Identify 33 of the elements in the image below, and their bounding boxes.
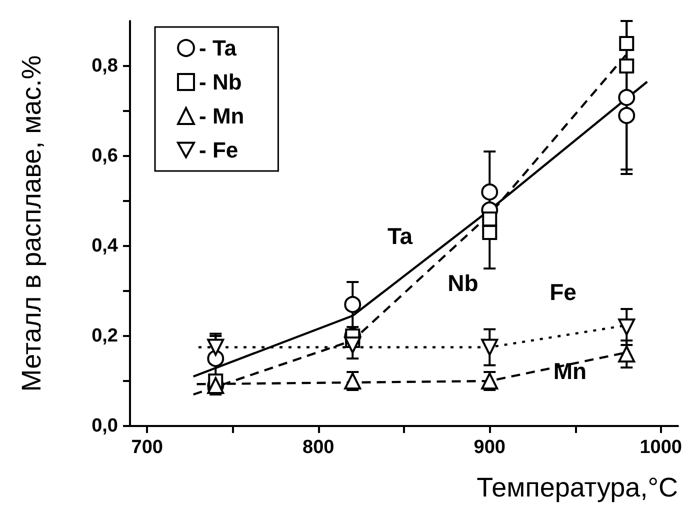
point: [618, 107, 636, 124]
point: [618, 89, 636, 106]
x-tick-label: 800: [302, 437, 334, 458]
y-tick-label: 0,8: [92, 56, 118, 76]
legend-label: - Fe: [199, 138, 238, 162]
legend-label: - Nb: [199, 70, 242, 94]
point: [618, 318, 636, 336]
annotation: Ta: [387, 223, 413, 249]
legend-label: - Ta: [199, 36, 238, 60]
point: [619, 58, 634, 74]
legend-label: - Mn: [199, 104, 244, 128]
y-axis-title: Металл в расплаве, мас.%: [16, 55, 46, 392]
annotation: Fe: [550, 279, 576, 305]
x-axis-title: Температура,°C: [476, 472, 678, 502]
point: [619, 36, 634, 51]
y-tick-label: 0,6: [92, 146, 118, 166]
y-tick-label: 0,0: [92, 416, 118, 436]
x-tick-label: 900: [474, 437, 506, 458]
point: [344, 296, 362, 313]
x-tick-label: 1000: [640, 437, 682, 458]
point: [482, 212, 498, 226]
y-tick-label: 0,4: [92, 236, 118, 256]
point: [482, 225, 498, 240]
point: [344, 336, 362, 354]
point: [207, 338, 224, 356]
point: [481, 338, 498, 356]
point: [207, 350, 224, 367]
point: [481, 184, 498, 200]
annotation: Nb: [448, 270, 478, 296]
annotation: Mn: [553, 358, 587, 384]
x-tick-label: 700: [131, 437, 163, 458]
point: [618, 346, 636, 362]
y-tick-label: 0,2: [92, 326, 118, 346]
